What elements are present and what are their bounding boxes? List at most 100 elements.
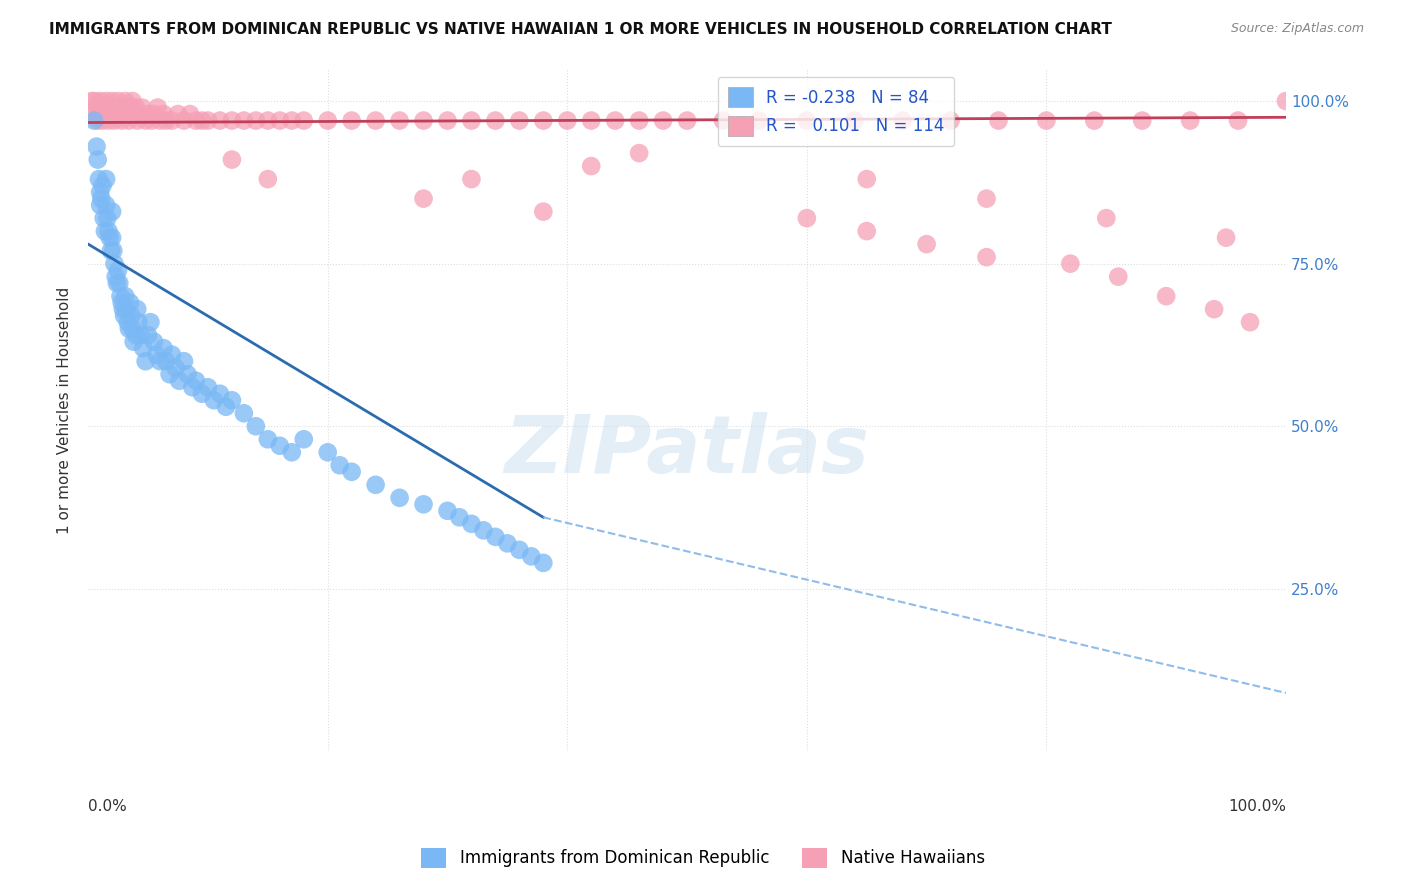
- Point: [412, 113, 434, 128]
- Point: [197, 113, 219, 128]
- Point: [844, 113, 866, 128]
- Point: [159, 368, 181, 382]
- Legend: Immigrants from Dominican Republic, Native Hawaiians: Immigrants from Dominican Republic, Nati…: [415, 841, 991, 875]
- Point: [121, 94, 143, 108]
- Point: [555, 113, 578, 128]
- Text: IMMIGRANTS FROM DOMINICAN REPUBLIC VS NATIVE HAWAIIAN 1 OR MORE VEHICLES IN HOUS: IMMIGRANTS FROM DOMINICAN REPUBLIC VS NA…: [49, 22, 1112, 37]
- Point: [143, 107, 166, 121]
- Point: [173, 354, 195, 368]
- Point: [316, 113, 339, 128]
- Point: [129, 328, 152, 343]
- Point: [155, 354, 177, 368]
- Point: [152, 107, 174, 121]
- Text: ZIPatlas: ZIPatlas: [505, 412, 869, 490]
- Y-axis label: 1 or more Vehicles in Household: 1 or more Vehicles in Household: [58, 286, 72, 533]
- Point: [179, 107, 201, 121]
- Point: [110, 101, 132, 115]
- Point: [87, 172, 110, 186]
- Point: [87, 113, 110, 128]
- Point: [93, 211, 115, 226]
- Point: [232, 406, 254, 420]
- Point: [104, 269, 127, 284]
- Point: [135, 113, 157, 128]
- Point: [167, 107, 190, 121]
- Point: [215, 400, 238, 414]
- Point: [915, 237, 938, 252]
- Point: [104, 107, 127, 121]
- Point: [939, 113, 962, 128]
- Point: [86, 101, 108, 115]
- Point: [96, 101, 118, 115]
- Point: [436, 113, 458, 128]
- Point: [111, 107, 134, 121]
- Point: [628, 146, 651, 161]
- Point: [412, 192, 434, 206]
- Point: [796, 113, 818, 128]
- Point: [449, 510, 471, 524]
- Point: [176, 368, 198, 382]
- Point: [94, 172, 117, 186]
- Point: [508, 113, 530, 128]
- Point: [89, 185, 111, 199]
- Point: [103, 113, 125, 128]
- Point: [89, 94, 111, 108]
- Point: [1083, 113, 1105, 128]
- Point: [111, 302, 134, 317]
- Point: [143, 334, 166, 349]
- Point: [89, 107, 111, 121]
- Point: [127, 315, 149, 329]
- Point: [496, 536, 519, 550]
- Text: 100.0%: 100.0%: [1227, 799, 1286, 814]
- Point: [581, 113, 603, 128]
- Point: [292, 113, 315, 128]
- Point: [1239, 315, 1261, 329]
- Legend: R = -0.238   N = 84, R =   0.101   N = 114: R = -0.238 N = 84, R = 0.101 N = 114: [717, 77, 955, 146]
- Point: [1095, 211, 1118, 226]
- Point: [748, 113, 770, 128]
- Point: [1035, 113, 1057, 128]
- Point: [107, 263, 129, 277]
- Point: [94, 107, 117, 121]
- Point: [165, 360, 187, 375]
- Text: 0.0%: 0.0%: [89, 799, 127, 814]
- Point: [115, 302, 138, 317]
- Point: [245, 113, 267, 128]
- Point: [628, 113, 651, 128]
- Point: [508, 542, 530, 557]
- Point: [460, 516, 482, 531]
- Point: [105, 276, 128, 290]
- Point: [97, 113, 120, 128]
- Point: [112, 101, 135, 115]
- Point: [98, 107, 121, 121]
- Point: [484, 530, 506, 544]
- Point: [118, 113, 141, 128]
- Point: [388, 113, 411, 128]
- Point: [976, 192, 998, 206]
- Point: [581, 159, 603, 173]
- Point: [1154, 289, 1177, 303]
- Point: [160, 113, 183, 128]
- Point: [114, 289, 136, 303]
- Point: [100, 101, 122, 115]
- Point: [208, 113, 231, 128]
- Point: [89, 198, 111, 212]
- Point: [531, 113, 554, 128]
- Point: [132, 341, 155, 355]
- Point: [364, 113, 387, 128]
- Point: [128, 107, 150, 121]
- Point: [127, 302, 149, 317]
- Point: [101, 94, 124, 108]
- Point: [520, 549, 543, 564]
- Point: [1178, 113, 1201, 128]
- Point: [107, 94, 129, 108]
- Point: [100, 244, 122, 258]
- Point: [191, 113, 214, 128]
- Point: [152, 341, 174, 355]
- Point: [90, 192, 112, 206]
- Point: [94, 224, 117, 238]
- Point: [101, 107, 124, 121]
- Point: [83, 94, 105, 108]
- Point: [181, 380, 204, 394]
- Point: [114, 94, 136, 108]
- Point: [269, 439, 291, 453]
